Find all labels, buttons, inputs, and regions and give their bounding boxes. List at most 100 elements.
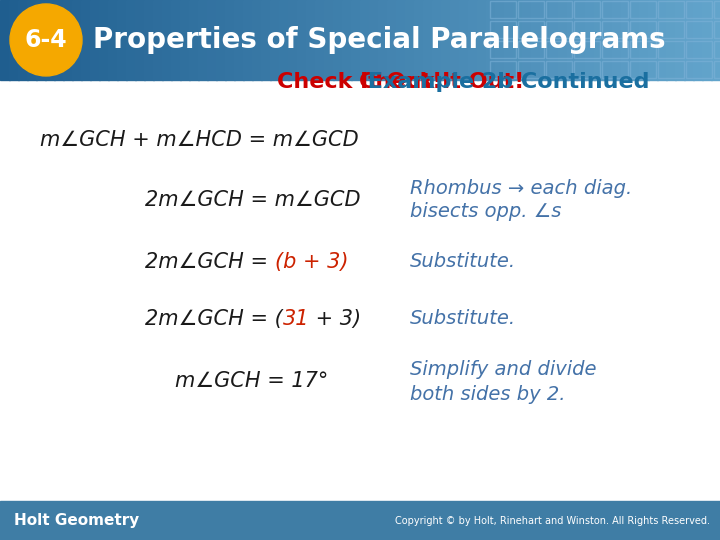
Text: Rhombus → each diag.: Rhombus → each diag. — [410, 179, 632, 199]
Bar — [297, 0, 307, 80]
Bar — [270, 0, 280, 80]
Bar — [702, 0, 712, 80]
Bar — [0, 0, 10, 80]
Bar — [657, 0, 667, 80]
Bar — [621, 0, 631, 80]
Bar — [546, 21, 572, 38]
Bar — [171, 0, 181, 80]
Bar — [630, 61, 656, 78]
Bar — [360, 0, 370, 80]
Bar — [574, 61, 600, 78]
Bar — [714, 61, 720, 78]
Bar — [342, 0, 352, 80]
Bar — [531, 0, 541, 80]
Bar — [198, 0, 208, 80]
Bar — [27, 0, 37, 80]
Bar — [714, 21, 720, 38]
Bar — [216, 0, 226, 80]
Bar — [117, 0, 127, 80]
Bar — [432, 0, 442, 80]
Bar — [504, 0, 514, 80]
Bar — [522, 0, 532, 80]
Bar — [602, 41, 628, 58]
Bar — [0, 501, 720, 540]
Bar — [72, 0, 82, 80]
Bar — [518, 21, 544, 38]
Bar — [36, 0, 46, 80]
Bar — [490, 41, 516, 58]
Bar — [490, 21, 516, 38]
Text: Substitute.: Substitute. — [410, 309, 516, 328]
Bar — [81, 0, 91, 80]
Bar — [639, 0, 649, 80]
Bar — [686, 21, 712, 38]
Bar — [546, 41, 572, 58]
Bar — [540, 0, 550, 80]
Bar — [574, 21, 600, 38]
Bar — [630, 1, 656, 18]
Bar — [351, 0, 361, 80]
Bar — [513, 0, 523, 80]
Bar — [63, 0, 73, 80]
Bar — [9, 0, 19, 80]
Bar — [135, 0, 145, 80]
Bar — [658, 41, 684, 58]
Text: Holt Geometry: Holt Geometry — [14, 513, 139, 528]
Text: 2m∠GCH = (: 2m∠GCH = ( — [145, 308, 283, 329]
Bar — [189, 0, 199, 80]
Bar — [324, 0, 334, 80]
Text: Example 2b Continued: Example 2b Continued — [360, 72, 649, 92]
Bar — [546, 61, 572, 78]
Bar — [602, 21, 628, 38]
Text: Check It Out!: Check It Out! — [277, 72, 443, 92]
Bar — [490, 61, 516, 78]
Bar — [45, 0, 55, 80]
Bar — [686, 1, 712, 18]
Bar — [459, 0, 469, 80]
Bar — [225, 0, 235, 80]
Bar — [288, 0, 298, 80]
Text: 2m∠GCH =: 2m∠GCH = — [145, 252, 274, 272]
Text: Copyright © by Holt, Rinehart and Winston. All Rights Reserved.: Copyright © by Holt, Rinehart and Winsto… — [395, 516, 710, 525]
Bar — [162, 0, 172, 80]
Bar — [490, 1, 516, 18]
Bar — [574, 1, 600, 18]
Bar — [518, 1, 544, 18]
Bar — [243, 0, 253, 80]
Bar — [693, 0, 703, 80]
Text: m∠GCH = 17°: m∠GCH = 17° — [175, 370, 328, 391]
Text: + 3): + 3) — [310, 308, 361, 329]
Bar — [126, 0, 136, 80]
Bar — [315, 0, 325, 80]
Bar — [99, 0, 109, 80]
Bar — [333, 0, 343, 80]
Bar — [405, 0, 415, 80]
Bar — [207, 0, 217, 80]
Bar — [686, 61, 712, 78]
Bar — [549, 0, 559, 80]
Text: (b + 3): (b + 3) — [274, 252, 348, 272]
Bar — [306, 0, 316, 80]
Bar — [486, 0, 496, 80]
Bar — [602, 61, 628, 78]
Text: 31: 31 — [283, 308, 310, 329]
Bar — [108, 0, 118, 80]
Bar — [658, 1, 684, 18]
Bar — [261, 0, 271, 80]
Bar — [477, 0, 487, 80]
Bar — [686, 41, 712, 58]
Bar — [468, 0, 478, 80]
Bar — [180, 0, 190, 80]
Bar — [441, 0, 451, 80]
Bar — [612, 0, 622, 80]
Bar — [518, 61, 544, 78]
Bar — [714, 41, 720, 58]
Bar — [602, 1, 628, 18]
Bar — [574, 41, 600, 58]
Bar — [630, 41, 656, 58]
Bar — [567, 0, 577, 80]
Bar — [594, 0, 604, 80]
Bar — [369, 0, 379, 80]
Bar — [450, 0, 460, 80]
Bar — [714, 1, 720, 18]
